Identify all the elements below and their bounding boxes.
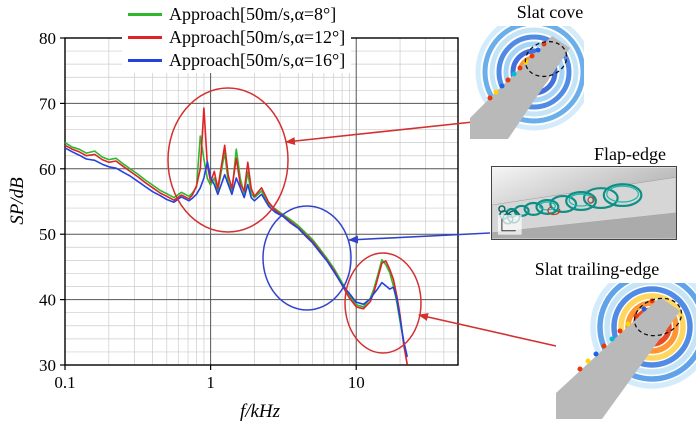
svg-text:1: 1	[206, 373, 215, 392]
svg-text:0.1: 0.1	[54, 373, 75, 392]
slat-cove-title: Slat cove	[516, 2, 584, 22]
svg-text:80: 80	[39, 29, 56, 48]
slat-trailing-edge-inset	[556, 265, 700, 419]
slat-trailing-edge-title: Slat trailing-edge	[534, 259, 660, 279]
svg-text:60: 60	[39, 160, 56, 179]
y-axis-label: SP/dB	[7, 177, 28, 225]
svg-text:70: 70	[39, 94, 56, 113]
slat-cove-inset	[470, 13, 593, 139]
flap-edge-image	[491, 167, 677, 239]
legend: Approach[50m/s,α=8°] Approach[50m/s,α=12…	[122, 2, 352, 73]
legend-label-alpha16: Approach[50m/s,α=16°]	[169, 50, 346, 70]
flap-edge-title: Flap-edge	[594, 144, 666, 164]
trailing-edge-circle-marker	[633, 297, 683, 337]
svg-text:50: 50	[39, 225, 56, 244]
svg-text:40: 40	[39, 291, 56, 310]
legend-item-alpha12: Approach[50m/s,α=12°]	[128, 26, 345, 49]
legend-line-red	[128, 36, 162, 39]
x-axis-label: f/kHz	[239, 401, 281, 422]
acoustic-speckles	[487, 41, 547, 101]
wing-shape	[556, 297, 680, 419]
legend-item-alpha16: Approach[50m/s,α=16°]	[128, 49, 345, 72]
slat-trailing-edge-image	[556, 265, 700, 419]
axes-glyph	[501, 218, 516, 232]
legend-label-alpha12: Approach[50m/s,α=12°]	[169, 27, 346, 47]
legend-label-alpha8: Approach[50m/s,α=8°]	[169, 4, 337, 24]
svg-text:30: 30	[39, 356, 56, 375]
legend-line-blue	[128, 59, 162, 62]
svg-text:10: 10	[348, 373, 365, 392]
wing-shape	[470, 36, 570, 139]
slat-cove-image	[470, 13, 593, 139]
flap-edge-inset	[491, 166, 677, 240]
legend-line-green	[128, 13, 162, 16]
legend-item-alpha8: Approach[50m/s,α=8°]	[128, 3, 345, 26]
